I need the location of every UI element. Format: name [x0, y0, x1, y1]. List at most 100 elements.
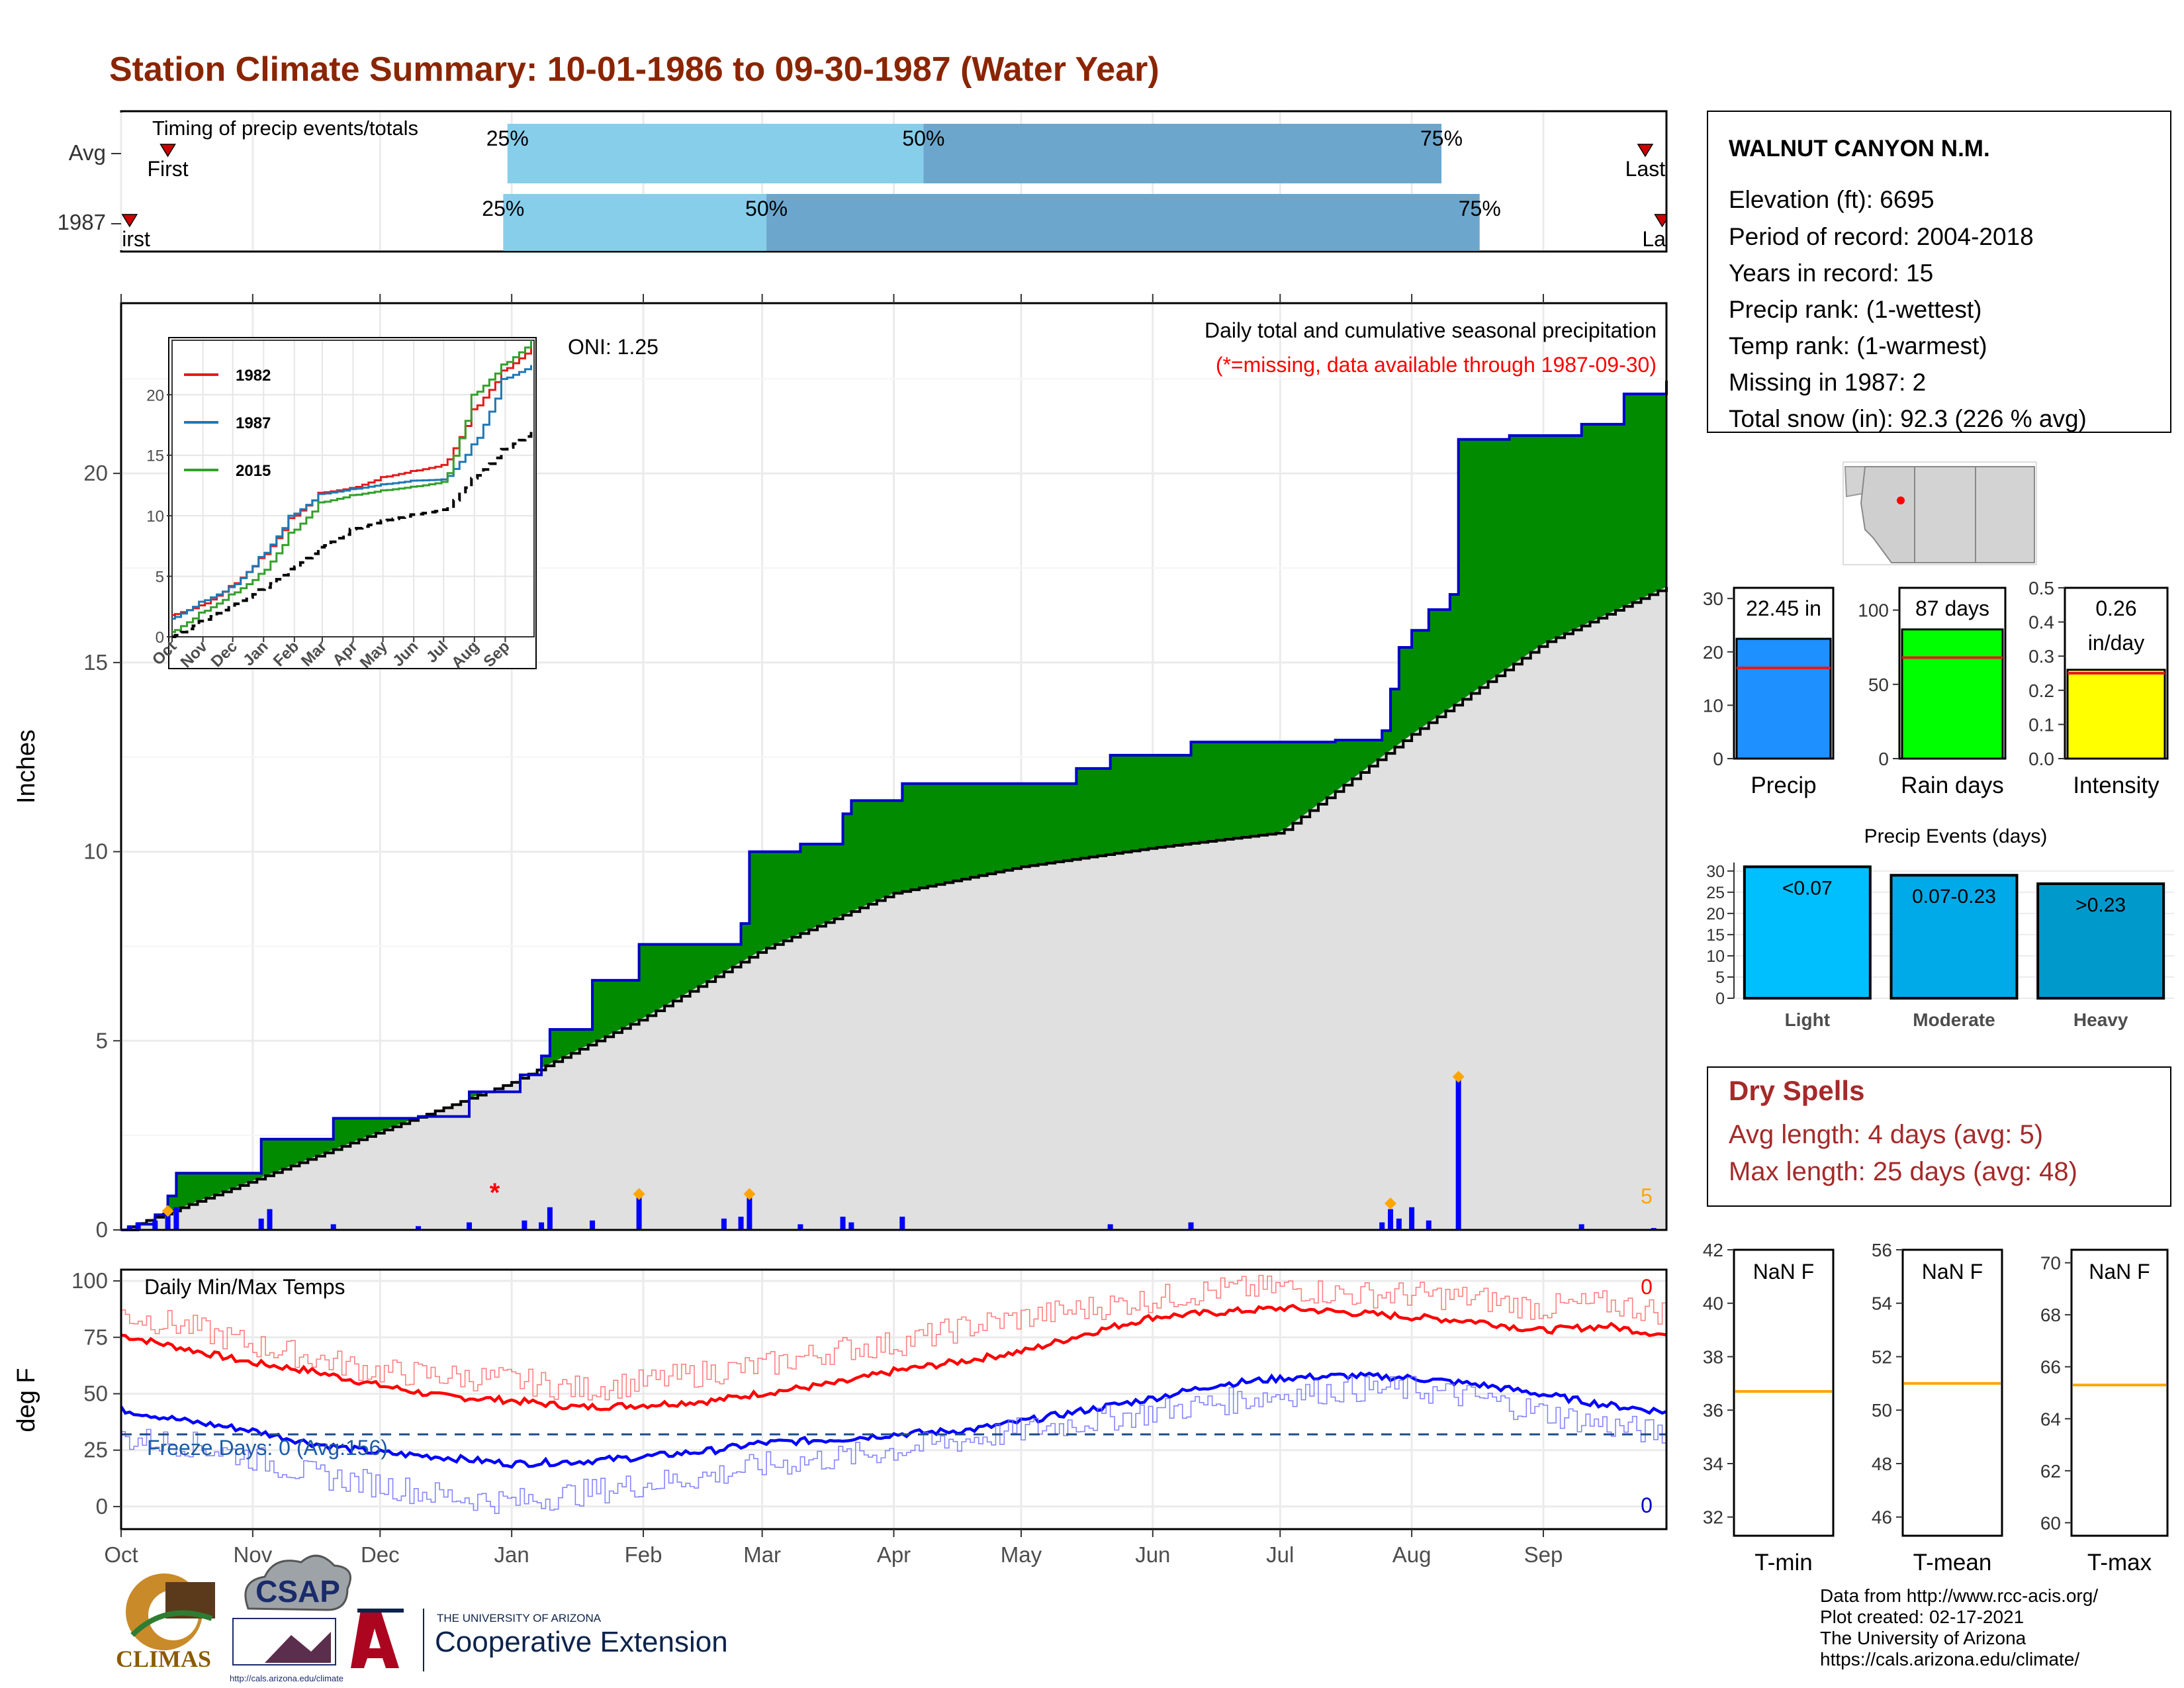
timing-bar-early [503, 194, 767, 251]
timing-last-marker [1654, 214, 1666, 228]
temp-summary-ytick-label: 46 [1872, 1507, 1892, 1528]
summary-value-label: 0.26 [2095, 596, 2136, 620]
temp-summary-ytick-label: 66 [2040, 1357, 2061, 1378]
temp-summary-value: NaN F [2089, 1260, 2150, 1284]
heavy-event-marker [743, 1188, 756, 1200]
ua-small-text: THE UNIVERSITY OF ARIZONA [437, 1612, 602, 1624]
temp-ytick-label: 50 [83, 1381, 108, 1405]
station-name: WALNUT CANYON N.M. [1729, 136, 1990, 162]
inset-legend-label: 1982 [236, 367, 271, 385]
precip-ytick-label: 20 [83, 461, 108, 485]
temp-summary-ytick-label: 54 [1872, 1293, 1892, 1314]
daily-precip-bar [173, 1207, 179, 1230]
temp-summary-ytick-label: 50 [1872, 1400, 1892, 1421]
daily-precip-bar [590, 1220, 596, 1230]
inset-series-line [172, 431, 533, 638]
daily-precip-bar [135, 1222, 141, 1230]
events-category-label: Light [1785, 1009, 1830, 1030]
daily-precip-bar [636, 1196, 642, 1230]
daily-precip-bar [522, 1220, 527, 1230]
events-bar [2036, 882, 2165, 1000]
events-category-label: Heavy [2073, 1009, 2128, 1030]
summary-ytick-label: 30 [1703, 588, 1723, 609]
timing-last-label: Last [1625, 157, 1666, 181]
temp-ytick-label: 25 [83, 1438, 108, 1462]
daily-precip-bar [747, 1197, 752, 1230]
month-tick-label: Oct [104, 1542, 138, 1567]
heavy-event-marker [633, 1188, 645, 1200]
temp-summary-ytick-label: 60 [2040, 1513, 2061, 1533]
credit-university: The University of Arizona [1820, 1628, 2026, 1648]
summary-category-label: Rain days [1901, 773, 2004, 798]
info-period: Period of record: 2004-2018 [1729, 223, 2034, 250]
month-tick-label: Nov [234, 1542, 273, 1567]
temp-series-line [120, 1371, 1667, 1469]
daily-precip-bar [797, 1224, 803, 1230]
temp-series-line [121, 1274, 1667, 1401]
daily-precip-bar [547, 1207, 553, 1230]
daily-precip-bar [539, 1222, 545, 1230]
month-tick-label: Jul [1266, 1542, 1294, 1567]
month-tick-label: Apr [877, 1542, 911, 1567]
summary-value-label: in/day [2088, 631, 2144, 655]
timing-pct-label: 75% [1459, 197, 1501, 220]
timing-panel: 25% 50% 75% First Last 25% 50% 75% First Last Tim… [58, 110, 1682, 253]
station-location-dot [1897, 496, 1905, 504]
daily-precip-bar [1188, 1222, 1194, 1230]
daily-precip-bar [848, 1222, 854, 1230]
freeze-days-label: Freeze Days: 0 (Avg:156) [147, 1436, 388, 1460]
precip-ytick-label: 5 [96, 1028, 108, 1053]
info-precip-rank: Precip rank: (1-wettest) [1729, 296, 1981, 323]
timing-last-marker [1637, 144, 1654, 158]
temp-ytick-label: 100 [71, 1268, 108, 1293]
inset-ytick-label: 0 [156, 629, 164, 647]
summary-ytick-label: 50 [1868, 675, 1889, 695]
temp-summary-value: NaN F [1753, 1260, 1814, 1284]
month-tick-label: Jan [494, 1542, 529, 1567]
university-logo: THE UNIVERSITY OF ARIZONA Cooperative Ex… [351, 1609, 728, 1671]
daily-precip-bar [267, 1209, 273, 1230]
daily-precip-bar [152, 1220, 158, 1230]
max-count: 0 [1641, 1275, 1653, 1299]
daily-precip-bar [467, 1222, 473, 1230]
summary-bars: 22.45 in 0 10 20 30 Precip 87 days 0 50 100 Rain d… [1703, 578, 2169, 798]
inset-ytick-label: 10 [146, 508, 164, 526]
events-ytick-label: 10 [1706, 947, 1725, 966]
climas-logo-text: CLIMAS [116, 1646, 211, 1672]
events-bar [1743, 865, 1872, 1000]
cumulative-precip-line [121, 381, 1668, 1231]
events-bar-label: >0.23 [2075, 894, 2126, 916]
precip-note-1: Daily total and cumulative seasonal prec… [1205, 318, 1657, 342]
summary-ytick-label: 0 [1713, 749, 1723, 769]
timing-first-marker [122, 214, 138, 228]
temp-series-line [120, 1303, 1667, 1411]
summary-ytick-label: 0.2 [2028, 680, 2054, 701]
dry-spells-title: Dry Spells [1729, 1075, 1864, 1106]
min-count: 0 [1641, 1493, 1653, 1517]
daily-precip-bar [1409, 1207, 1415, 1230]
temp-summary-ytick-label: 64 [2040, 1409, 2061, 1429]
summary-ytick-label: 0.4 [2028, 612, 2054, 633]
timing-bar-late [766, 194, 1480, 251]
temp-summary-t-mean: NaN F 46 48 50 52 54 56 T-mean [1872, 1240, 2003, 1575]
temp-summary-ytick-label: 70 [2040, 1253, 2061, 1274]
month-tick-label: Mar [743, 1542, 781, 1567]
timing-caption: Timing of precip events/totals [152, 117, 418, 140]
temp-summary-ytick-label: 68 [2040, 1305, 2061, 1325]
temp-summary-ytick-label: 38 [1703, 1346, 1723, 1367]
temp-summary-category: T-max [2087, 1550, 2152, 1575]
temp-summary-ytick-label: 40 [1703, 1293, 1723, 1314]
timing-last-label: Last [1642, 227, 1682, 251]
summary-bar [1735, 637, 1832, 760]
csap-logo-text: CSAP [255, 1574, 340, 1609]
temp-summary-t-max: NaN F 60 62 64 66 68 70 T-max [2040, 1248, 2169, 1575]
events-category-label: Moderate [1913, 1009, 1995, 1030]
timing-pct-label: 75% [1420, 126, 1463, 150]
dry-spells-box: Dry Spells Avg length: 4 days (avg: 5) M… [1707, 1066, 2171, 1207]
summary-ytick-label: 20 [1703, 642, 1723, 663]
timing-pct-label: 25% [486, 126, 529, 150]
info-elevation: Elevation (ft): 6695 [1729, 186, 1934, 213]
csap-logo: CSAP http://cals.arizona.edu/climate [230, 1554, 351, 1683]
events-ytick-label: 25 [1706, 884, 1725, 902]
summary-panel-intensity: 0.26 in/day 0.0 0.1 0.2 0.3 0.4 0.5 Intensity [2028, 578, 2169, 798]
